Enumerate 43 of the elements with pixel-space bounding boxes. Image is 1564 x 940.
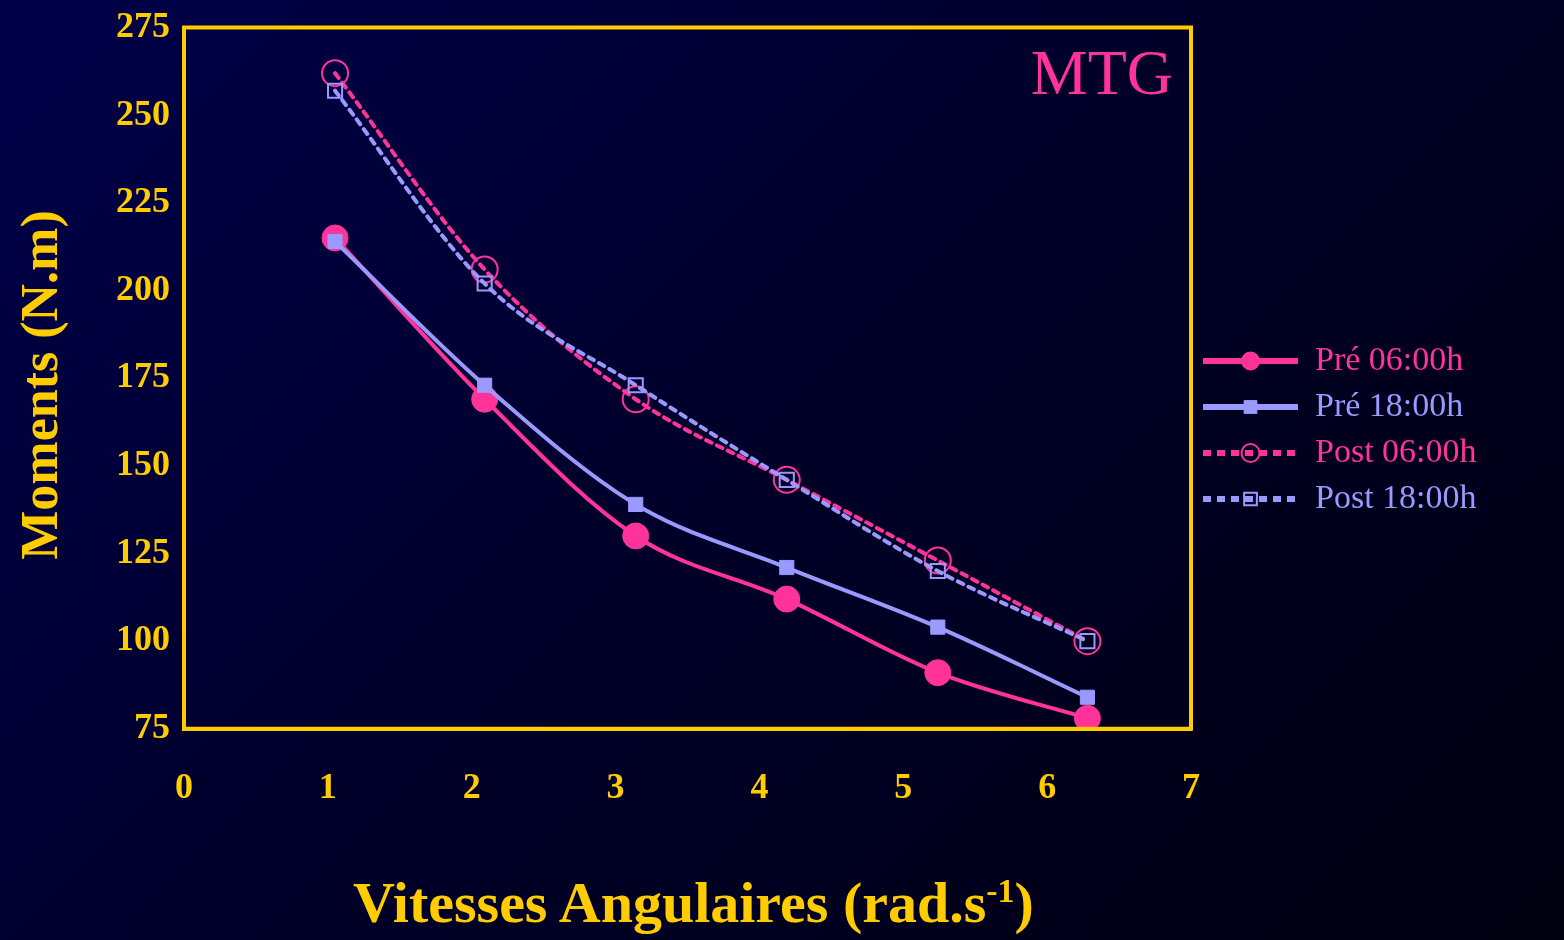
y-tick-label: 150 bbox=[116, 443, 170, 484]
y-tick-label: 250 bbox=[116, 92, 170, 133]
y-tick-label: 275 bbox=[116, 4, 170, 45]
x-axis-title: Vitesses Angulaires (rad.s$^{-1}$) bbox=[352, 869, 1035, 938]
y-tick-label: 225 bbox=[116, 180, 170, 221]
legend-label: Post 06:00h bbox=[1315, 431, 1477, 469]
y-tick-label: 100 bbox=[116, 618, 170, 659]
point bbox=[470, 255, 499, 284]
x-tick-label: 4 bbox=[750, 765, 769, 806]
x-tick-label: 7 bbox=[1182, 765, 1200, 806]
point bbox=[321, 59, 350, 88]
y-tick-label: 200 bbox=[116, 267, 170, 308]
y-axis-title: Moments (N.m) bbox=[10, 209, 69, 562]
legend-label: Pré 18:00h bbox=[1315, 385, 1464, 423]
point bbox=[628, 496, 644, 512]
point bbox=[326, 82, 344, 99]
point bbox=[930, 619, 946, 635]
legend-label: Pré 06:00h bbox=[1315, 339, 1464, 377]
x-tick-label: 6 bbox=[1038, 765, 1057, 806]
point bbox=[773, 585, 801, 613]
x-tick-label: 1 bbox=[318, 765, 337, 806]
point bbox=[923, 546, 952, 575]
point bbox=[622, 522, 650, 550]
point bbox=[621, 385, 650, 414]
point bbox=[477, 377, 493, 393]
x-tick-label: 0 bbox=[175, 765, 193, 806]
y-tick-label: 125 bbox=[116, 530, 170, 571]
point bbox=[476, 275, 493, 292]
point bbox=[1073, 627, 1102, 656]
y-tick-label: 75 bbox=[134, 706, 170, 747]
point bbox=[924, 659, 952, 687]
point bbox=[1073, 704, 1101, 729]
legend-label: Post 18:00h bbox=[1315, 477, 1477, 515]
y-tick-label: 175 bbox=[116, 355, 170, 396]
point bbox=[1079, 689, 1095, 705]
point bbox=[772, 465, 801, 494]
point bbox=[929, 562, 946, 580]
point bbox=[779, 559, 795, 576]
point bbox=[627, 377, 644, 394]
x-tick-label: 5 bbox=[894, 765, 913, 806]
x-tick-label: 3 bbox=[606, 765, 625, 806]
x-tick-label: 2 bbox=[462, 765, 481, 806]
annotation: MTG bbox=[1030, 37, 1173, 109]
